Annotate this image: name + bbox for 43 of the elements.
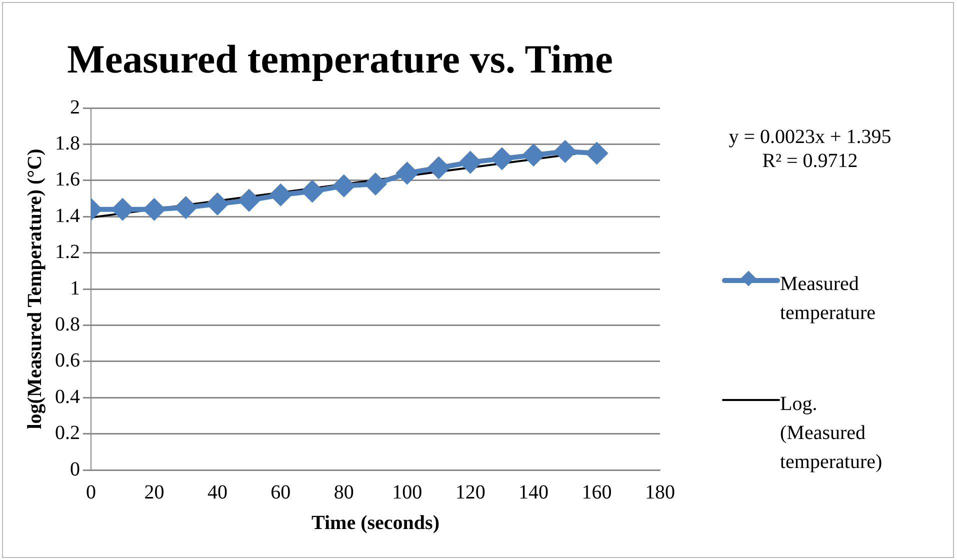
point [365, 174, 386, 195]
point [460, 152, 481, 173]
point [333, 175, 354, 196]
y-tick-label: 1.4 [55, 204, 80, 227]
point [144, 198, 165, 220]
point [396, 162, 418, 184]
x-tick-label: 20 [144, 481, 164, 504]
legend-label: Measured temperature [780, 272, 876, 326]
y-tick-label: 0.2 [55, 422, 80, 444]
point [586, 142, 608, 164]
x-tick-label: 0 [86, 481, 96, 504]
text: y = 0.0023x + 1.395 R² = 0.9712 [728, 125, 892, 173]
y-tick-label: 1.6 [55, 168, 80, 191]
x-tick-label: 100 [392, 481, 422, 504]
point [175, 197, 196, 218]
y-tick-label: 1 [70, 277, 80, 300]
x-tick-label: 180 [645, 481, 675, 504]
y-tick-label: 2 [70, 96, 80, 118]
y-axis-title: log(Measured Temperature) (°C) [24, 148, 46, 430]
y-tick-label: 1.8 [55, 132, 80, 154]
chart-title: Measured temperature vs. Time [67, 36, 613, 82]
x-tick-label: 160 [582, 481, 612, 504]
x-axis-title: Time (seconds) [312, 512, 440, 534]
x-tick-label: 140 [518, 481, 549, 504]
point [112, 198, 134, 220]
point [554, 140, 576, 162]
x-tick-label: 60 [270, 481, 291, 504]
point [523, 144, 544, 166]
x-tick-label: 80 [334, 481, 354, 504]
point [238, 190, 260, 211]
point [302, 180, 323, 202]
x-tick-label: 120 [455, 481, 486, 504]
point [491, 148, 512, 170]
legend-label: Log. (Measured temperature) [780, 392, 884, 475]
x-tick-label: 40 [207, 481, 228, 504]
point [270, 184, 292, 206]
y-tick-label: 0.6 [55, 350, 80, 372]
y-tick-label: 0.8 [55, 313, 80, 336]
point [206, 193, 228, 214]
y-tick-label: 0 [70, 458, 80, 480]
y-tick-label: 0.4 [55, 386, 80, 408]
point [428, 157, 450, 178]
y-tick-label: 1.2 [55, 241, 80, 264]
